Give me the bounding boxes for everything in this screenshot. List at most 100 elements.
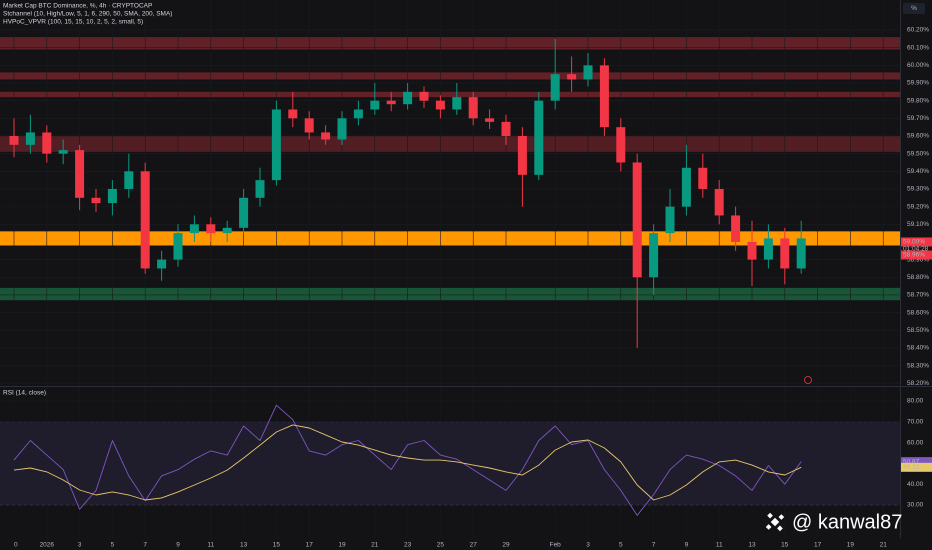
candle-body	[403, 91, 413, 105]
candle-body	[599, 65, 609, 128]
x-tick-label: 17	[306, 542, 314, 549]
y-tick-label: 59.80%	[907, 97, 929, 104]
chart-title: Market Cap BTC Dominance, %, 4h · CRYPTO…	[3, 3, 152, 10]
candle-body	[9, 135, 19, 145]
candle-body	[714, 188, 724, 216]
x-tick-label: 3	[78, 542, 82, 549]
zone	[0, 72, 900, 80]
candle-body	[550, 74, 560, 101]
candle-body	[288, 109, 298, 119]
rsi-title: RSI (14, close)	[3, 390, 46, 397]
rsi-line	[13, 424, 802, 501]
candle-body	[583, 65, 593, 80]
x-tick-label: 0	[14, 542, 18, 549]
candle-body	[534, 100, 544, 175]
candle-body	[222, 227, 232, 234]
alert-icon[interactable]	[804, 376, 812, 384]
candle-body	[747, 241, 757, 260]
rsi-tick-label: 70.00	[907, 419, 924, 426]
candle-body	[386, 100, 396, 105]
y-tick-label: 58.30%	[907, 362, 929, 369]
x-tick-label: Feb	[550, 542, 562, 549]
unit-button-label[interactable]: %	[911, 5, 917, 12]
x-tick-label: 2026	[40, 542, 55, 549]
candle-body	[271, 109, 281, 181]
y-tick-label: 59.90%	[907, 80, 929, 87]
x-tick-label: 11	[207, 542, 214, 549]
candle-body	[42, 132, 52, 154]
y-tick-label: 59.70%	[907, 115, 929, 122]
candle-body	[567, 74, 577, 80]
candle-body	[91, 197, 101, 204]
rsi-line	[13, 404, 802, 516]
candle-body	[501, 121, 511, 136]
x-tick-label: 13	[748, 542, 756, 549]
y-tick-label: 60.20%	[907, 27, 929, 34]
x-tick-label: 23	[404, 542, 412, 549]
watermark-text: @ kanwal87	[792, 511, 902, 533]
x-tick-label: 7	[652, 542, 656, 549]
zone	[0, 231, 900, 246]
candle-body	[517, 135, 527, 175]
y-tick-label: 58.20%	[907, 380, 929, 387]
candle-body	[632, 162, 642, 278]
candle-body	[140, 171, 150, 269]
x-tick-label: 15	[781, 542, 789, 549]
x-tick-label: 9	[685, 542, 689, 549]
x-tick-label: 21	[880, 542, 888, 549]
x-tick-label: 5	[111, 542, 115, 549]
x-tick-label: 19	[338, 542, 346, 549]
candle-body	[452, 97, 462, 110]
price-tag-label: 59.00%	[903, 239, 925, 246]
candle-body	[239, 197, 249, 228]
y-tick-label: 58.50%	[907, 327, 929, 334]
candle-body	[353, 109, 363, 119]
candle-body	[698, 167, 708, 189]
marks	[9, 38, 806, 516]
rsi-tick-label: 40.00	[907, 481, 924, 488]
zone	[0, 37, 900, 50]
x-tick-label: 17	[814, 542, 822, 549]
candle-body	[616, 127, 626, 163]
candle-body	[321, 132, 331, 140]
candle-body	[665, 206, 675, 234]
candle-body	[255, 180, 265, 198]
y-tick-label: 58.90%	[907, 256, 929, 263]
x-tick-label: 11	[716, 542, 723, 549]
candle-body	[124, 171, 134, 189]
candle-body	[419, 91, 429, 101]
candle-body	[435, 100, 445, 110]
x-tick-label: 13	[240, 542, 248, 549]
y-tick-label: 59.20%	[907, 203, 929, 210]
candle-body	[173, 233, 183, 260]
indicator-label: HVPoC_VPVR (100, 15, 15, 10, 2, 5, 2, sm…	[3, 19, 143, 26]
candle-body	[58, 150, 68, 154]
zone	[0, 135, 900, 152]
countdown: 01:04:28	[903, 246, 929, 253]
y-tick-label: 59.30%	[907, 186, 929, 193]
candle-body	[189, 224, 199, 234]
price-tag	[901, 237, 932, 247]
y-tick-label: 59.40%	[907, 168, 929, 175]
rsi-tick-label: 30.00	[907, 502, 924, 509]
unit-button[interactable]	[903, 3, 925, 14]
candle-body	[796, 238, 806, 269]
x-tick-label: 21	[371, 542, 379, 549]
y-tick-label: 59.50%	[907, 150, 929, 157]
candle-body	[731, 215, 741, 242]
rsi-tick-label: 80.00	[907, 398, 924, 405]
candle-body	[370, 100, 380, 110]
x-tick-label: 3	[586, 542, 590, 549]
y-tick-label: 58.80%	[907, 274, 929, 281]
candle-body	[25, 132, 35, 145]
candle-body	[780, 238, 790, 269]
candle-body	[485, 118, 495, 122]
candle-body	[206, 224, 216, 234]
x-tick-label: 7	[143, 542, 147, 549]
x-tick-label: 9	[176, 542, 180, 549]
price-tag-label: 50.87	[903, 458, 920, 465]
price-tag	[901, 462, 932, 472]
y-tick-label: 58.70%	[907, 292, 929, 299]
candle-body	[468, 97, 478, 119]
